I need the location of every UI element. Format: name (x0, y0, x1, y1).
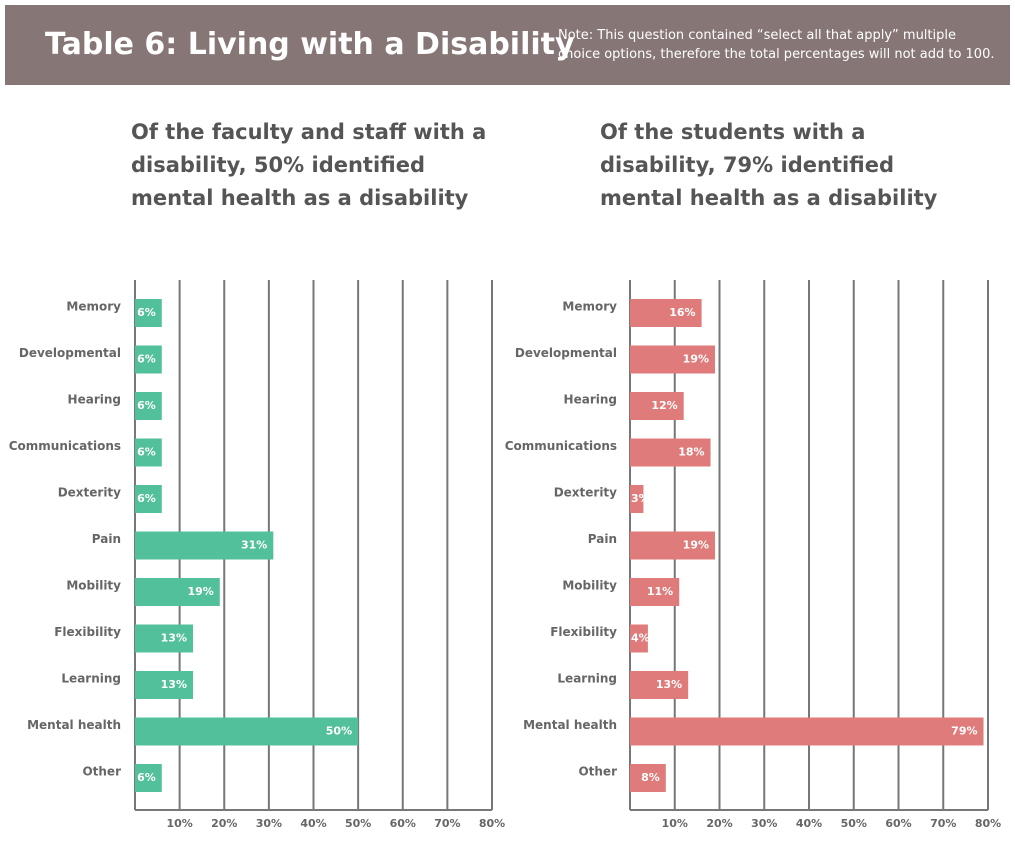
chart-title-line: mental health as a disability (600, 186, 938, 210)
category-label: Mental health (523, 718, 617, 732)
value-label: 4% (631, 632, 650, 645)
value-label: 18% (678, 446, 704, 459)
bar (135, 392, 162, 420)
bar (135, 438, 162, 467)
category-label: Hearing (68, 393, 121, 407)
category-label: Memory (562, 300, 617, 314)
value-label: 19% (187, 585, 213, 598)
x-tick-label: 20% (211, 817, 237, 830)
bar (630, 345, 716, 374)
bar (135, 764, 162, 792)
value-label: 6% (137, 446, 156, 459)
bar (630, 764, 666, 792)
x-tick-label: 80% (479, 817, 505, 830)
category-label: Flexibility (54, 625, 121, 639)
category-label: Mobility (562, 579, 617, 593)
category-label: Dexterity (58, 486, 121, 500)
x-tick-label: 40% (796, 817, 822, 830)
header-bar: Table 6: Living with a Disability Note: … (5, 5, 1010, 85)
category-label: Mobility (66, 579, 121, 593)
bar (630, 624, 648, 653)
value-label: 6% (137, 399, 156, 412)
value-label: 31% (241, 539, 267, 552)
bar (630, 485, 644, 513)
x-tick-label: 30% (256, 817, 282, 830)
chart-title: Of the students with a disability, 79% id… (600, 116, 937, 215)
bar (630, 299, 702, 327)
x-tick-label: 50% (841, 817, 867, 830)
category-label: Developmental (19, 346, 121, 360)
x-tick-label: 20% (706, 817, 732, 830)
x-tick-label: 10% (662, 817, 688, 830)
value-label: 13% (656, 678, 682, 691)
bar (630, 438, 711, 467)
bar (135, 345, 162, 374)
category-label: Mental health (27, 718, 121, 732)
category-label: Flexibility (550, 625, 617, 639)
x-tick-label: 60% (885, 817, 911, 830)
bar (135, 299, 162, 327)
x-tick-label: 10% (166, 817, 192, 830)
value-label: 12% (651, 399, 677, 412)
bar (630, 717, 984, 746)
value-label: 6% (137, 771, 156, 784)
x-tick-label: 30% (751, 817, 777, 830)
bar (630, 531, 716, 560)
x-tick-label: 80% (975, 817, 1001, 830)
value-label: 79% (951, 725, 977, 738)
chart-title-line: Of the students with a (600, 120, 866, 144)
bar (135, 624, 194, 653)
chart-title-line: disability, 50% identified (131, 153, 425, 177)
value-label: 8% (641, 771, 660, 784)
category-label: Memory (66, 300, 121, 314)
bar (135, 578, 220, 606)
bar (630, 671, 689, 699)
category-label: Pain (588, 532, 617, 546)
category-label: Other (82, 765, 121, 779)
bar (135, 485, 162, 513)
category-label: Other (578, 765, 617, 779)
chart-title: Of the faculty and staff with a disabilit… (131, 116, 486, 215)
bar (630, 392, 684, 420)
category-label: Communications (505, 439, 617, 453)
category-label: Hearing (564, 393, 617, 407)
bar (135, 531, 274, 560)
value-label: 13% (161, 632, 187, 645)
chart-title-line: disability, 79% identified (600, 153, 894, 177)
category-label: Dexterity (554, 486, 617, 500)
value-label: 13% (161, 678, 187, 691)
x-tick-label: 70% (434, 817, 460, 830)
value-label: 19% (683, 539, 709, 552)
value-label: 6% (137, 353, 156, 366)
value-label: 16% (669, 306, 695, 319)
category-label: Developmental (515, 346, 617, 360)
bar (135, 671, 194, 699)
chart-title-line: mental health as a disability (131, 186, 469, 210)
value-label: 6% (137, 306, 156, 319)
value-label: 6% (137, 492, 156, 505)
bar (630, 578, 680, 606)
x-tick-label: 60% (390, 817, 416, 830)
x-tick-label: 70% (930, 817, 956, 830)
note: Note: This question contained “select al… (558, 28, 995, 62)
x-tick-label: 40% (300, 817, 326, 830)
x-tick-label: 50% (345, 817, 371, 830)
value-label: 11% (647, 585, 673, 598)
chart-title-line: Of the faculty and staff with a (131, 120, 487, 144)
category-label: Communications (9, 439, 121, 453)
category-label: Learning (557, 672, 617, 686)
value-label: 3% (631, 492, 650, 505)
bar (135, 717, 359, 746)
page-title: Table 6: Living with a Disability (45, 27, 575, 62)
category-label: Learning (61, 672, 121, 686)
value-label: 50% (326, 725, 352, 738)
value-label: 19% (683, 353, 709, 366)
category-label: Pain (92, 532, 121, 546)
